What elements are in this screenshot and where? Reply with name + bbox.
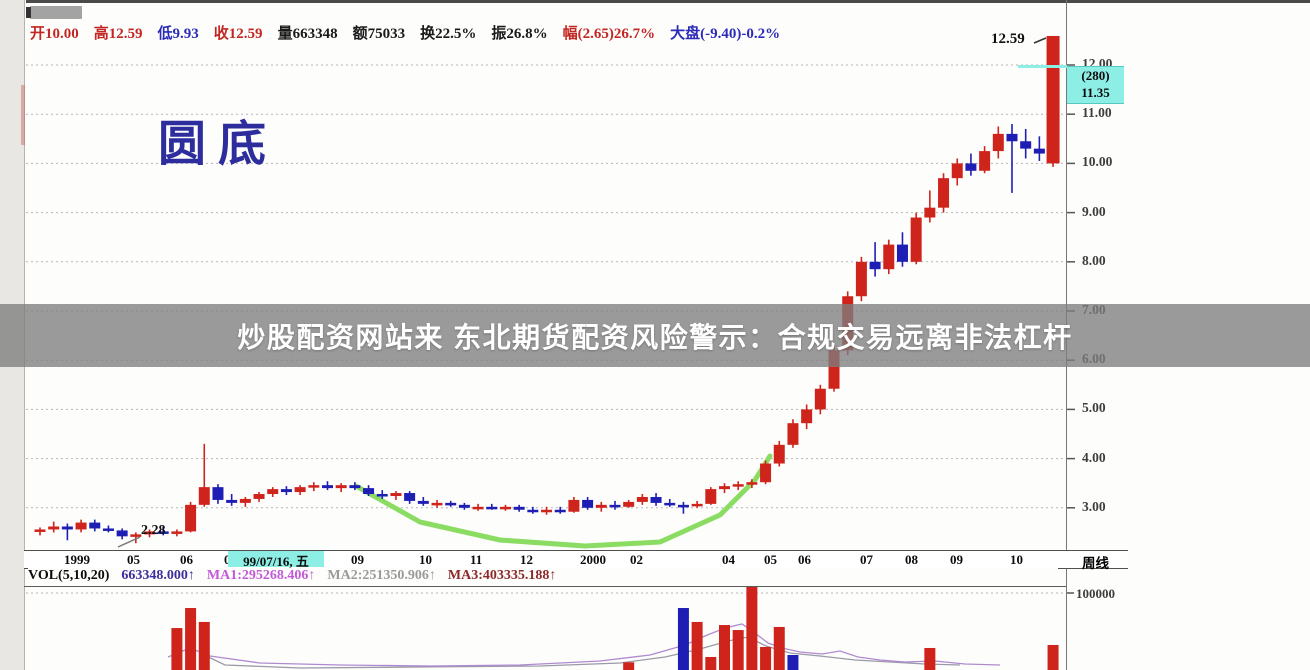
ohlc-field: 收12.59 <box>213 26 263 42</box>
clipped-candle-fragment <box>21 85 25 145</box>
ohlc-field: 低9.93 <box>157 26 199 42</box>
ohlc-field: 换22.5% <box>420 26 477 42</box>
price-axis-tick-label: 9.00 <box>1082 203 1106 219</box>
price-axis-tick-label: 4.00 <box>1082 449 1106 465</box>
date-axis-tick-label: 07 <box>860 552 873 567</box>
marker-price-label: 11.35 <box>1081 85 1110 100</box>
volume-indicator-field: VOL(5,10,20) <box>28 568 110 583</box>
ohlc-field: 大盘(-9.40)-0.2% <box>670 26 781 42</box>
bars-count-label: (280) <box>1081 68 1110 83</box>
risk-warning-banner: 炒股配资网站来 东北期货配资风险警示：合规交易远离非法杠杆 <box>0 304 1310 367</box>
price-axis-tick-label: 10.00 <box>1082 154 1113 170</box>
ohlc-field: 高12.59 <box>93 26 143 42</box>
price-axis-tick-label: 8.00 <box>1082 252 1106 268</box>
ohlc-field: 振26.8% <box>491 26 548 42</box>
date-axis-tick-label: 1999 <box>64 552 90 567</box>
volume-indicator-field: MA3:403335.188↑ <box>447 568 557 583</box>
top-border <box>26 0 1310 3</box>
date-axis-tick-label: 08 <box>905 552 918 567</box>
date-axis-tick-label: 06 <box>180 552 193 567</box>
volume-axis-tick-label: 100000 <box>1076 586 1115 601</box>
date-axis-tick-label: 09 <box>950 552 963 567</box>
volume-indicator-field: MA2:251350.906↑ <box>327 568 436 583</box>
crosshair-date-readout: 99/07/16, 五 <box>228 551 324 569</box>
price-axis-tick-label: 3.00 <box>1082 498 1106 514</box>
date-axis-tick-label: 10 <box>419 552 432 567</box>
date-axis-tick-label: 04 <box>722 552 735 567</box>
period-label: 周线 <box>1082 556 1109 571</box>
symbol-glyph-fragment <box>26 7 31 18</box>
volume-indicator-field: MA1:295268.406↑ <box>206 568 316 583</box>
volume-indicator-bar: VOL(5,10,20) 663348.000↑ MA1:295268.406↑ MA… <box>28 568 1058 584</box>
volume-indicator-field: 663348.000↑ <box>121 568 195 583</box>
date-axis-tick-label: 02 <box>630 552 643 567</box>
ohlc-field: 额75033 <box>352 26 406 42</box>
date-axis-tick-label: 06 <box>798 552 811 567</box>
date-axis-tick-label: 2000 <box>580 552 606 567</box>
date-axis-tick-label: 12 <box>520 552 533 567</box>
ohlc-field: 量663348 <box>277 26 338 42</box>
censored-symbol-name <box>30 6 82 19</box>
date-axis-tick-label: 10 <box>1010 552 1023 567</box>
latest-price-marker: (280) 11.35 <box>1067 66 1124 104</box>
marker-tail-line <box>1018 65 1067 68</box>
ohlc-field: 开10.00 <box>30 26 79 42</box>
ohlc-field: 幅(2.65)26.7% <box>562 26 656 42</box>
peak-price-callout: 12.59 <box>991 31 1025 47</box>
low-price-callout: 2.28 <box>141 523 166 538</box>
risk-warning-text: 炒股配资网站来 东北期货配资风险警示：合规交易远离非法杠杆 <box>237 321 1073 353</box>
round-bottom-pattern-label: 圆底 <box>158 118 279 171</box>
date-axis-tick-label: 09 <box>351 552 364 567</box>
ohlc-info-bar: 开10.00 高12.59 低9.93 收12.59 量663348 额75033 换22.… <box>30 22 1060 43</box>
date-axis-tick-label: 11 <box>470 552 483 567</box>
volume-row-border <box>24 586 1066 587</box>
date-axis-band: 19990506070910111220000204050607080910 9… <box>24 550 1128 571</box>
date-axis-tick-label: 05 <box>764 552 777 567</box>
date-axis-tick-label: 05 <box>127 552 140 567</box>
price-axis-tick-label: 5.00 <box>1082 400 1106 416</box>
price-axis-tick-label: 11.00 <box>1082 105 1112 121</box>
